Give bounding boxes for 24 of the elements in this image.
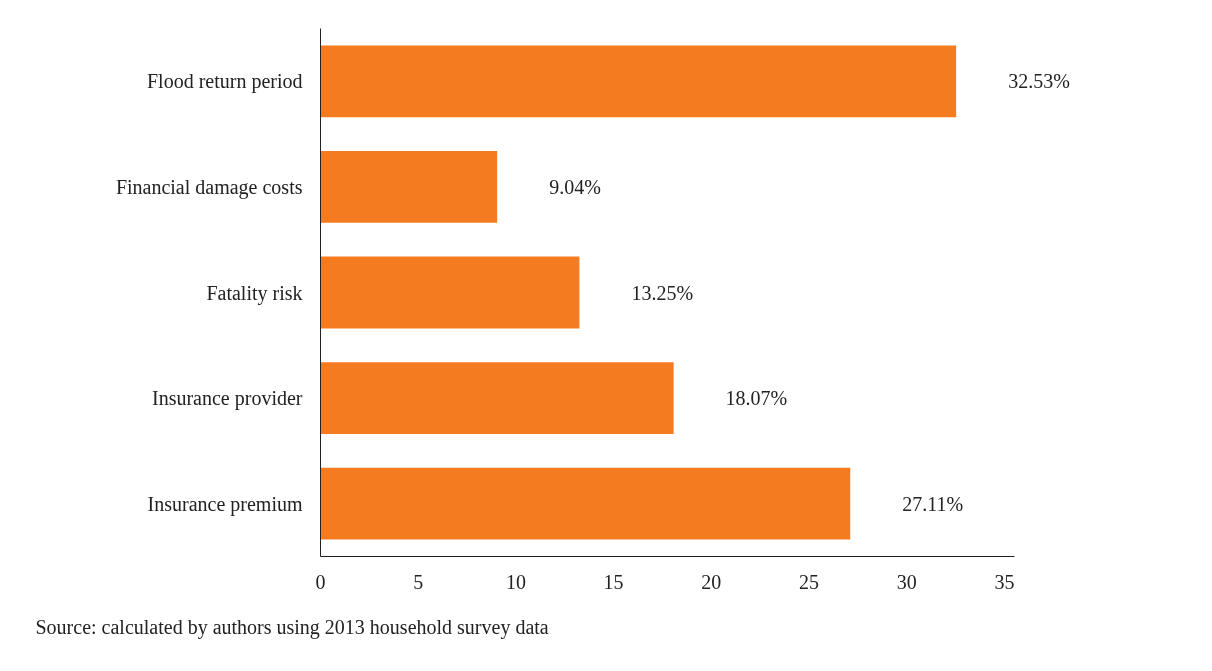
y-tick-label: Insurance provider: [152, 387, 303, 411]
data-label: 32.53%: [1008, 70, 1070, 93]
x-tick-label: 10: [505, 570, 526, 593]
data-label: 13.25%: [631, 281, 694, 304]
x-tick-label: 5: [413, 570, 424, 593]
y-tick-label: Financial damage costs: [115, 175, 303, 199]
bar: [320, 256, 580, 329]
bar: [320, 45, 957, 118]
bar: [320, 362, 674, 434]
bar: [320, 467, 851, 540]
x-tick-label: 0: [315, 570, 326, 593]
data-label: 18.07%: [725, 387, 788, 410]
x-tick-label: 25: [799, 570, 820, 593]
x-tick-label: 30: [896, 570, 917, 593]
data-label: 27.11%: [902, 492, 964, 515]
y-tick-label: Flood return period: [146, 70, 303, 94]
x-tick-label: 15: [603, 570, 624, 593]
data-label: 9.04%: [549, 175, 601, 198]
x-tick-label: 35: [994, 570, 1015, 593]
x-tick-label: 20: [701, 570, 722, 593]
bar: [320, 151, 498, 223]
source-note: Source: calculated by authors using 2013 household survey data: [35, 616, 549, 639]
y-tick-label: Insurance premium: [147, 492, 303, 516]
y-tick-label: Fatality risk: [206, 281, 303, 305]
